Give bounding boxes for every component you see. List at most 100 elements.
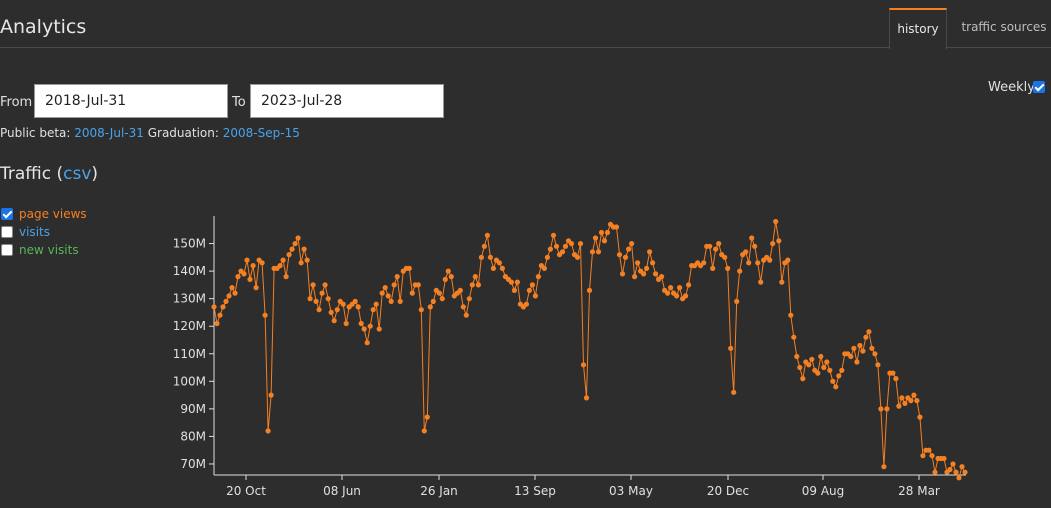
data-point xyxy=(343,320,349,327)
data-point xyxy=(244,257,250,263)
to-label: To xyxy=(232,95,246,110)
data-point xyxy=(409,290,415,296)
data-point xyxy=(589,249,596,255)
legend-label-visits: visits xyxy=(19,225,50,239)
graduation-date-link[interactable]: 2008-Sep-15 xyxy=(222,126,300,140)
data-point xyxy=(322,282,328,288)
data-point xyxy=(406,265,412,271)
data-point xyxy=(460,304,466,310)
data-point xyxy=(884,406,890,412)
data-point xyxy=(397,298,403,304)
data-point xyxy=(875,362,881,368)
data-point xyxy=(749,235,755,241)
data-point xyxy=(731,389,737,395)
data-point xyxy=(559,249,566,255)
data-point xyxy=(839,367,845,373)
data-point xyxy=(809,356,815,362)
data-point xyxy=(881,464,887,470)
public-beta-date-link[interactable]: 2008-Jul-31 xyxy=(74,126,144,140)
data-point xyxy=(878,406,884,412)
x-tick-label: 20 Dec xyxy=(707,484,749,498)
tab-history[interactable]: history xyxy=(889,8,947,49)
data-point xyxy=(659,274,665,280)
data-point xyxy=(379,290,385,296)
data-point xyxy=(220,304,226,310)
data-point xyxy=(295,235,301,241)
y-tick-label: 110M xyxy=(173,347,206,361)
data-point xyxy=(626,246,632,252)
data-point xyxy=(893,376,899,382)
x-tick-label: 26 Jan xyxy=(420,484,458,498)
data-point xyxy=(854,359,860,365)
data-point xyxy=(526,287,533,293)
from-date-input[interactable] xyxy=(34,84,228,118)
legend-checkbox-page-views[interactable] xyxy=(1,208,13,220)
data-point xyxy=(622,254,629,260)
data-point xyxy=(370,307,376,313)
data-point xyxy=(683,293,689,299)
data-point xyxy=(821,364,827,371)
weekly-label: Weekly xyxy=(988,80,1035,95)
data-point xyxy=(920,453,926,459)
data-point xyxy=(914,398,920,404)
data-point xyxy=(598,229,605,236)
data-point xyxy=(722,254,728,260)
data-point xyxy=(734,298,740,304)
data-point xyxy=(725,265,731,271)
data-point xyxy=(713,246,719,252)
y-tick-label: 70M xyxy=(180,457,206,471)
data-point xyxy=(641,271,647,277)
to-date-input[interactable] xyxy=(250,84,444,118)
data-point xyxy=(857,342,863,349)
data-point xyxy=(328,309,334,315)
data-point xyxy=(872,351,878,357)
data-point xyxy=(785,257,791,263)
data-point xyxy=(307,296,313,302)
data-point xyxy=(229,285,235,291)
data-point xyxy=(577,241,584,247)
data-point xyxy=(319,290,325,296)
x-tick-label: 03 May xyxy=(609,484,653,498)
data-point xyxy=(647,249,653,255)
data-point xyxy=(241,271,247,277)
data-point xyxy=(806,362,812,368)
x-tick-label: 09 Aug xyxy=(802,484,845,498)
data-point xyxy=(355,304,361,310)
data-point xyxy=(484,232,490,238)
data-point xyxy=(601,238,608,244)
legend-checkbox-new-visits[interactable] xyxy=(1,244,13,256)
data-point xyxy=(869,345,875,351)
chart-marks xyxy=(211,218,968,481)
from-label: From xyxy=(0,95,33,110)
milestones-line: Public beta: 2008-Jul-31 Graduation: 200… xyxy=(0,126,300,140)
data-point xyxy=(217,312,223,318)
data-point xyxy=(340,301,346,307)
data-point xyxy=(535,274,542,280)
data-point xyxy=(544,254,551,260)
data-point xyxy=(737,268,743,274)
data-point xyxy=(226,293,232,299)
traffic-title: Traffic (csv) xyxy=(0,164,99,184)
data-point xyxy=(604,229,611,236)
weekly-checkbox[interactable] xyxy=(1033,81,1045,93)
csv-link[interactable]: csv xyxy=(63,164,92,184)
traffic-title-text: Traffic xyxy=(0,164,52,184)
data-point xyxy=(496,260,502,266)
data-point xyxy=(325,296,331,302)
data-point xyxy=(586,287,593,293)
legend-checkbox-visits[interactable] xyxy=(1,226,13,238)
data-point xyxy=(436,290,442,296)
data-point xyxy=(619,271,626,277)
data-point xyxy=(824,359,830,365)
data-point xyxy=(553,243,560,249)
data-point xyxy=(499,265,505,271)
data-point xyxy=(529,282,536,288)
data-point xyxy=(800,376,806,382)
data-point xyxy=(941,455,947,462)
data-point xyxy=(776,238,782,244)
tab-traffic-sources[interactable]: traffic sources xyxy=(961,20,1047,34)
data-point xyxy=(616,252,623,258)
data-point xyxy=(316,307,322,313)
data-point xyxy=(376,326,382,332)
data-point xyxy=(550,232,557,238)
